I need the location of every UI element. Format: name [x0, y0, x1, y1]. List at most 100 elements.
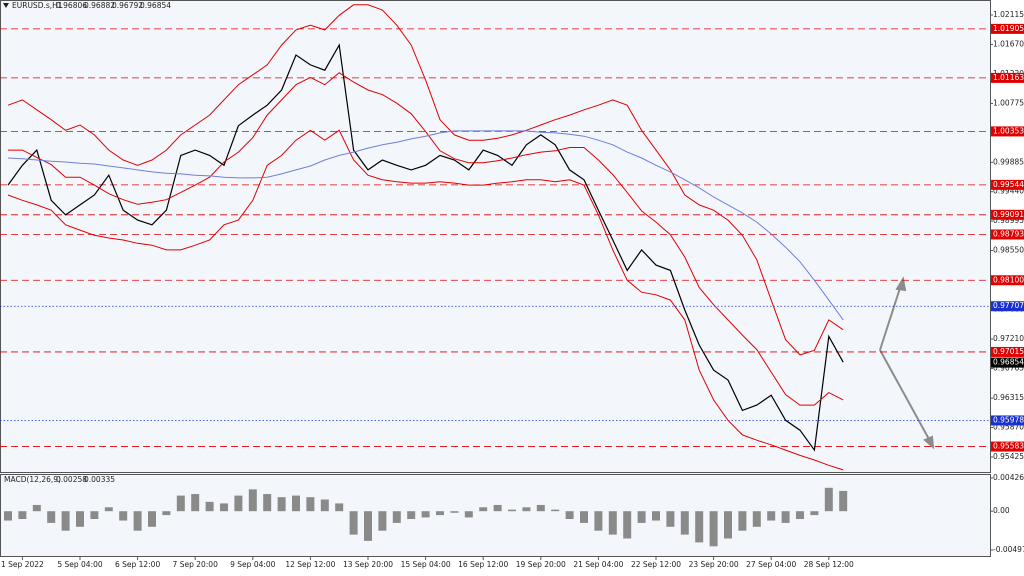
macd-bar — [364, 511, 372, 541]
level-label: 0.97707 — [993, 301, 1024, 310]
macd-bar — [824, 487, 833, 512]
indicator-line — [8, 72, 844, 406]
y-tick-label: 0.95425 — [993, 452, 1024, 461]
macd-bar — [104, 507, 113, 512]
x-tick-label: 23 Sep 20:00 — [689, 560, 739, 569]
y-tick-label: 0.95870 — [993, 423, 1024, 432]
arrow-head — [923, 435, 935, 450]
macd-bar — [4, 511, 12, 521]
macd-bar — [205, 501, 214, 512]
macd-bar — [565, 511, 574, 520]
current-price-box — [991, 357, 1024, 368]
y-tick-label: 0.96315 — [993, 393, 1024, 402]
level-label-box — [991, 415, 1024, 426]
y-tick-label: 0.98995 — [993, 216, 1024, 225]
indicator-line — [7, 129, 844, 471]
arrow-up — [879, 284, 902, 351]
y-tick-label: -0.00497 — [993, 545, 1024, 554]
level-label: 0.99091 — [993, 210, 1024, 219]
collapse-icon — [3, 3, 9, 8]
macd-bar — [320, 499, 329, 512]
arrow-head — [895, 276, 907, 292]
macd-bar — [47, 511, 56, 523]
macd-bar — [796, 511, 804, 520]
macd-bar — [248, 489, 257, 512]
x-tick-label: 12 Sep 12:00 — [285, 560, 335, 569]
y-tick-label: 0.99885 — [993, 157, 1024, 166]
level-label-box — [991, 72, 1024, 83]
x-tick-label: 27 Sep 04:00 — [746, 560, 796, 569]
macd-bar — [810, 511, 819, 516]
macd-bar — [839, 490, 848, 512]
macd-bar — [292, 495, 300, 512]
macd-bar — [752, 511, 761, 527]
y-tick-label: 1.01670 — [993, 39, 1024, 48]
macd-bar — [76, 511, 84, 527]
level-label: 0.98793 — [993, 229, 1024, 238]
x-tick-label: 5 Sep 04:00 — [57, 560, 103, 569]
macd-bar — [306, 497, 315, 512]
y-tick-label: 0.00 — [993, 506, 1010, 515]
macd-bar — [176, 495, 185, 512]
level-label: 0.99544 — [993, 180, 1024, 189]
macd-bar — [580, 511, 588, 523]
x-tick-label: 7 Sep 20:00 — [173, 560, 219, 569]
x-tick-label: 16 Sep 12:00 — [458, 560, 508, 569]
y-tick-label: 0.96765 — [993, 363, 1024, 372]
macd-signal-value: 0.00335 — [84, 475, 115, 484]
macd-main-value: 0.00258 — [56, 475, 87, 484]
y-tick-label: 1.02115 — [993, 10, 1024, 19]
x-tick-label: 21 Sep 04:00 — [573, 560, 623, 569]
macd-bar — [263, 494, 272, 512]
forecast-arrows — [879, 276, 935, 450]
level-label: 0.95583 — [993, 442, 1024, 451]
indicator-line — [7, 4, 844, 356]
macd-bar — [148, 511, 156, 527]
macd-bar — [652, 511, 660, 521]
arrow-down — [879, 349, 931, 442]
level-label: 0.95978 — [993, 415, 1024, 424]
macd-panel-border — [0, 474, 991, 557]
macd-bar — [191, 494, 200, 512]
macd-bar — [234, 495, 243, 512]
macd-bar — [738, 511, 747, 531]
level-label: 1.01163 — [993, 73, 1024, 82]
macd-bar — [407, 511, 416, 520]
x-tick-label: 13 Sep 20:00 — [343, 560, 393, 569]
macd-bar — [162, 511, 171, 516]
level-label-box — [991, 441, 1024, 452]
level-label: 0.97015 — [993, 347, 1024, 356]
macd-bar — [18, 511, 27, 520]
current-price-label: 0.96854 — [993, 358, 1024, 367]
macd-bar — [637, 511, 646, 523]
macd-bar — [536, 504, 545, 512]
macd-bar — [724, 511, 732, 539]
macd-bar — [551, 509, 560, 512]
x-tick-label: 6 Sep 12:00 — [115, 560, 161, 569]
x-tick-label: 22 Sep 12:00 — [631, 560, 681, 569]
level-label: 1.01905 — [993, 24, 1024, 33]
y-tick-label: 0.99440 — [993, 187, 1024, 196]
macd-bar — [479, 507, 488, 512]
macd-title: MACD(12,26,9) — [4, 475, 61, 484]
plot-background — [0, 0, 990, 557]
macd-bar — [781, 511, 790, 523]
macd-bar — [90, 511, 99, 520]
ohlc-low: 0.96792 — [112, 1, 143, 10]
level-label-box — [991, 275, 1024, 286]
ohlc-high: 0.96882 — [84, 1, 115, 10]
ohlc-close: 0.96854 — [140, 1, 171, 10]
level-label: 1.00353 — [993, 126, 1024, 135]
x-tick-label: 9 Sep 04:00 — [230, 560, 276, 569]
level-label-box — [991, 301, 1024, 312]
macd-bar — [666, 511, 675, 527]
macd-bar — [508, 509, 516, 512]
macd-bar — [464, 511, 473, 518]
level-label-box — [991, 346, 1024, 357]
y-tick-label: 1.00775 — [993, 99, 1024, 108]
x-tick-label: 15 Sep 04:00 — [401, 560, 451, 569]
macd-bar — [378, 511, 387, 531]
macd-bar — [392, 511, 401, 523]
level-label-box — [991, 179, 1024, 190]
